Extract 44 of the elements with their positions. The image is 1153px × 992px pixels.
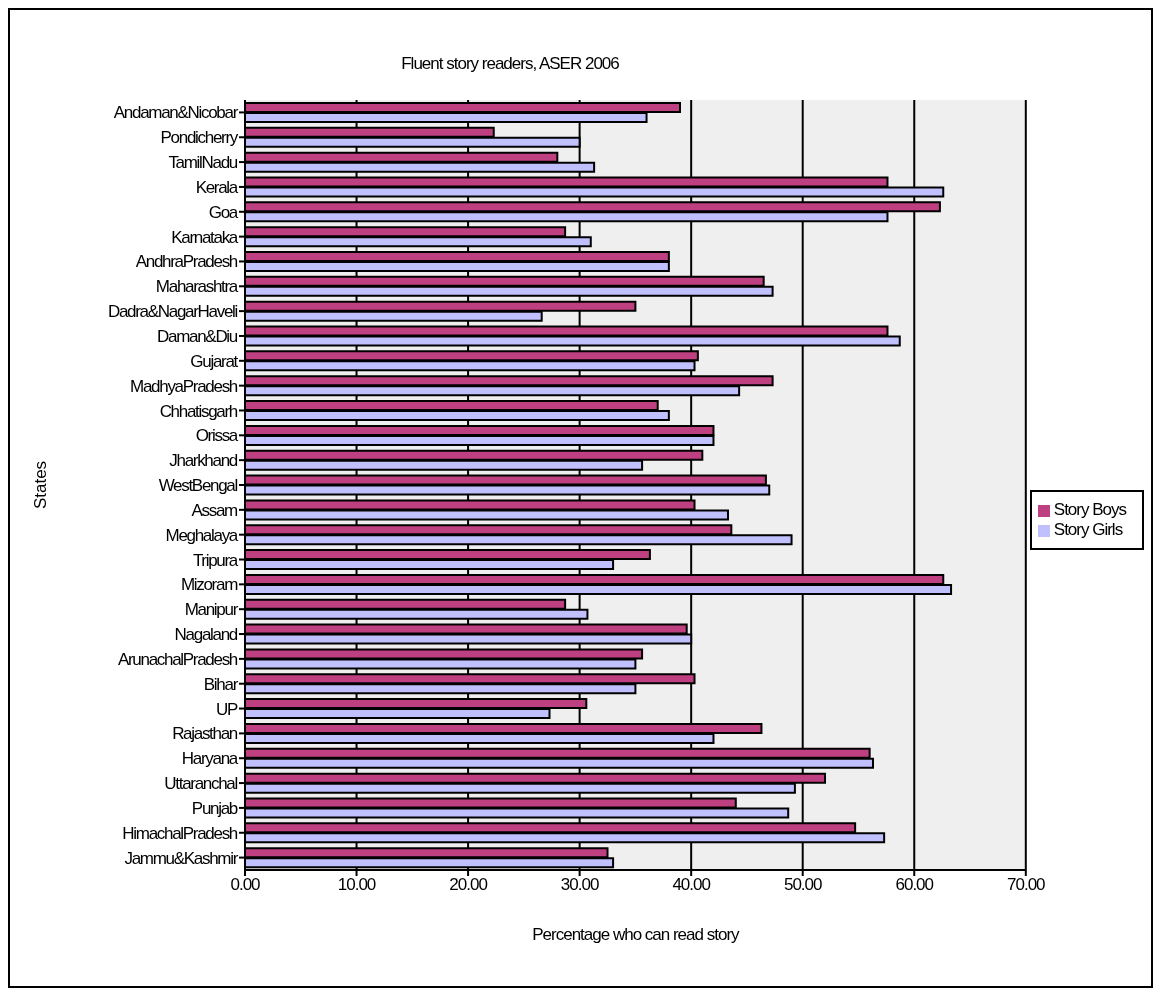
y-tick-label: Haryana <box>181 749 239 769</box>
legend-label: Story Girls <box>1053 520 1123 539</box>
y-tick-label: Nagaland <box>174 625 238 645</box>
y-tick-label: Tripura <box>192 550 239 570</box>
y-tick-label: HimachalPradesh <box>122 823 238 843</box>
x-axis-title: Percentage who can read story <box>532 925 741 944</box>
y-tick-label: UP <box>215 699 238 719</box>
y-tick-label: Meghalaya <box>165 525 239 545</box>
x-tick-label: 0.00 <box>230 875 261 895</box>
y-tick-label: Karnataka <box>171 227 239 247</box>
y-axis-title: States <box>31 460 51 510</box>
y-tick-label: Bihar <box>203 674 239 694</box>
y-tick-label: Orissa <box>195 426 239 446</box>
x-tick-label: 40.00 <box>672 875 711 895</box>
y-tick-label: Manipur <box>184 600 239 620</box>
y-tick-label: WestBengal <box>158 476 238 496</box>
y-tick-label: Goa <box>208 202 239 222</box>
y-tick-label: MadhyaPradesh <box>130 376 238 396</box>
y-tick-label: Pondicherry <box>160 128 239 148</box>
legend-label: Story Boys <box>1053 500 1126 519</box>
y-tick-label: Gujarat <box>190 351 239 371</box>
y-tick-label: Andaman&Nicobar <box>113 103 239 123</box>
y-tick-label: Jharkhand <box>169 451 238 471</box>
y-tick-label: Dadra&NagarHaveli <box>107 302 238 322</box>
y-tick-label: Daman&Diu <box>157 327 238 346</box>
y-tick-label: TamilNadu <box>168 153 238 173</box>
y-tick-label: AndhraPradesh <box>135 252 238 272</box>
y-tick-label: Kerala <box>195 177 239 197</box>
x-tick-label: 20.00 <box>449 875 488 895</box>
chart-title: Fluent story readers, ASER 2006 <box>400 54 620 74</box>
x-tick-label: 70.00 <box>1007 875 1046 895</box>
y-tick-label: Punjab <box>191 798 238 818</box>
y-tick-label: ArunachalPradesh <box>117 649 238 669</box>
y-tick-label: Assam <box>191 500 239 520</box>
x-tick-label: 30.00 <box>560 875 599 895</box>
y-tick-label: Rajasthan <box>172 724 238 744</box>
x-tick-label: 60.00 <box>895 875 934 895</box>
y-tick-label: Jammu&Kashmir <box>124 848 239 868</box>
x-tick-label: 10.00 <box>337 875 376 895</box>
y-tick-label: Mizoram <box>180 575 239 595</box>
y-tick-label: Chhatisgarh <box>159 401 238 421</box>
x-tick-label: 50.00 <box>783 875 823 895</box>
y-tick-label: Uttaranchal <box>164 774 238 794</box>
y-tick-label: Maharashtra <box>155 277 239 297</box>
